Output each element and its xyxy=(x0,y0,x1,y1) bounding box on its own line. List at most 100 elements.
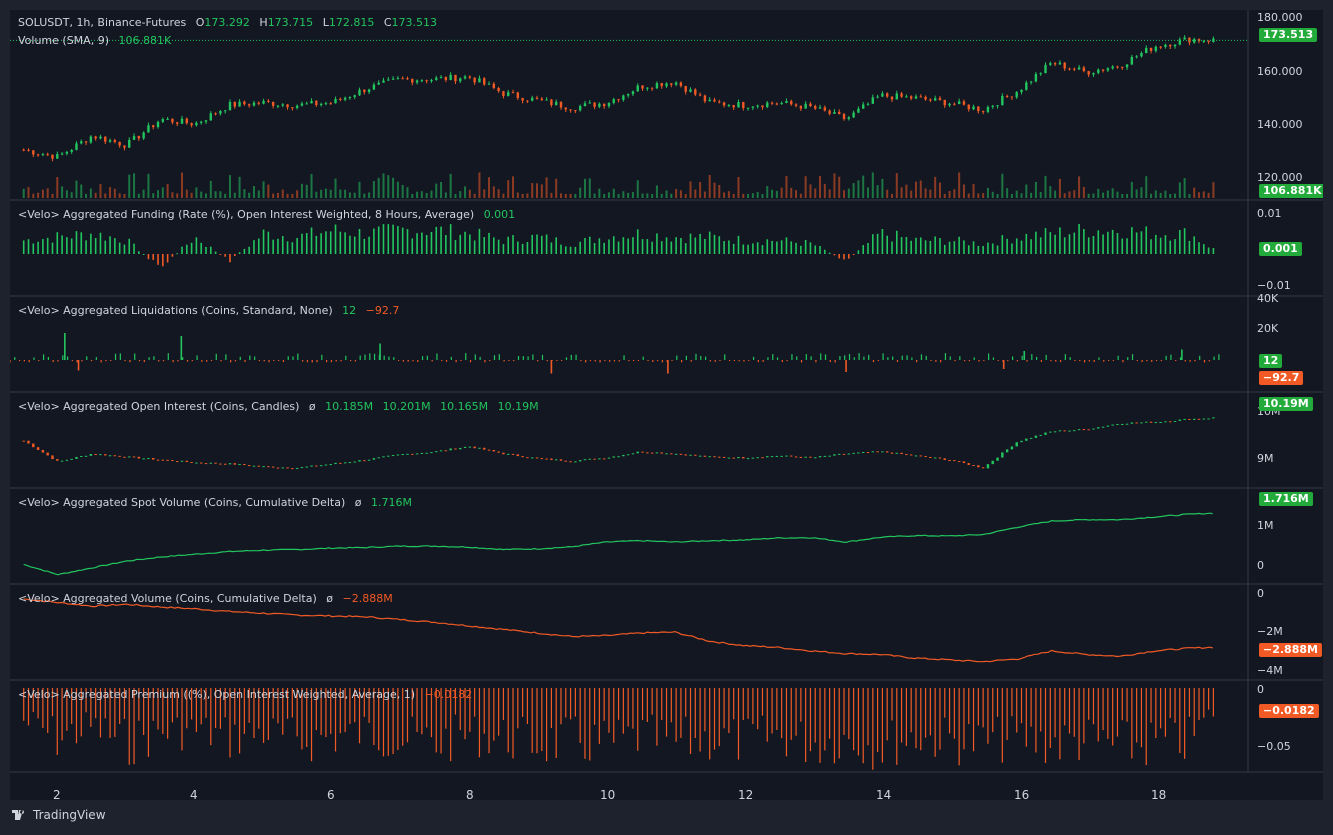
price-candle xyxy=(612,99,615,103)
liquidation-bar xyxy=(302,360,304,362)
funding-bar xyxy=(224,254,226,257)
volume-bar xyxy=(737,176,740,198)
open-interest-candle xyxy=(770,456,774,458)
liquidation-spike xyxy=(845,360,847,372)
liquidation-bar xyxy=(973,357,975,360)
volume-bar xyxy=(276,192,279,198)
funding-bar xyxy=(689,233,692,254)
premium-bar xyxy=(685,688,687,717)
premium-bar xyxy=(200,688,202,725)
price-candle xyxy=(305,103,308,105)
liquidation-bar xyxy=(968,360,971,362)
price-candle xyxy=(775,103,779,105)
volume-bar xyxy=(1188,193,1191,198)
volume-bar xyxy=(876,185,879,198)
liquidations-tick: 40K xyxy=(1257,292,1279,305)
liquidation-bar xyxy=(800,360,803,363)
ohlc-open: 173.292 xyxy=(204,16,250,29)
open-interest-candle xyxy=(578,460,582,462)
open-interest-candle xyxy=(977,465,980,468)
chart-frame[interactable]: SOLUSDT, 1h, Binance-Futures O173.292 H1… xyxy=(10,10,1323,800)
price-candle xyxy=(833,111,836,114)
funding-bar xyxy=(291,242,294,254)
price-candle xyxy=(766,102,769,108)
open-interest-candle xyxy=(387,455,390,457)
open-interest-candle xyxy=(358,460,361,462)
open-interest-candle xyxy=(1154,422,1158,424)
open-interest-candle xyxy=(818,456,822,458)
volume-bar xyxy=(137,193,140,198)
funding-bar xyxy=(737,235,740,254)
price-candle xyxy=(790,101,793,105)
premium-bar xyxy=(171,688,174,723)
price-candle xyxy=(703,95,707,102)
premium-bar xyxy=(795,688,797,736)
price-candle xyxy=(1178,39,1182,45)
volume-bar xyxy=(996,193,999,198)
funding-bar xyxy=(1150,239,1152,254)
premium-bar xyxy=(953,688,955,739)
funding-bar xyxy=(857,250,860,254)
liquidation-bar xyxy=(690,360,692,362)
liquidation-spike xyxy=(64,333,66,360)
liquidation-bar xyxy=(1122,360,1124,363)
premium-bar xyxy=(872,688,874,770)
funding-bar xyxy=(785,237,788,254)
open-interest-candle xyxy=(1053,431,1057,433)
liquidation-bar xyxy=(892,356,894,360)
funding-bar xyxy=(1203,244,1205,254)
liquidation-bar xyxy=(66,356,69,360)
volume-bar xyxy=(718,185,721,198)
price-candle xyxy=(142,132,145,139)
liquidation-bar xyxy=(863,356,865,360)
premium-bar xyxy=(71,688,73,724)
liquidation-bar xyxy=(911,357,913,360)
premium-bar xyxy=(608,688,610,733)
volume-bar xyxy=(252,186,255,198)
liquidation-bar xyxy=(1218,354,1220,360)
liquidation-bar xyxy=(239,356,241,360)
liquidation-bar xyxy=(1165,355,1167,360)
premium-bar xyxy=(128,688,130,765)
funding-bar xyxy=(684,243,687,254)
funding-bar xyxy=(80,232,83,254)
chart-canvas[interactable] xyxy=(10,10,1323,800)
volume-delta-legend: <Velo> Aggregated Volume (Coins, Cumulat… xyxy=(18,592,393,606)
liquidation-bar xyxy=(700,355,702,360)
price-candle xyxy=(1106,68,1110,71)
volume-bar xyxy=(627,192,630,198)
open-interest-candle xyxy=(51,455,54,460)
liquidation-bar xyxy=(354,360,356,362)
price-candle xyxy=(46,154,49,156)
ohlc-low: 172.815 xyxy=(328,16,375,29)
liquidation-bar xyxy=(1146,360,1148,362)
open-interest-candle xyxy=(1121,423,1124,425)
price-candle xyxy=(540,98,544,101)
premium-bar xyxy=(862,688,864,764)
spot-volume-value: 1.716M xyxy=(371,496,412,509)
funding-bar xyxy=(953,241,956,254)
premium-bar xyxy=(267,688,269,740)
liquidation-bar xyxy=(426,355,428,360)
premium-last-badge: −0.0182 xyxy=(1259,704,1319,718)
price-candle xyxy=(718,101,721,103)
price-candle xyxy=(684,85,687,92)
open-interest-candle xyxy=(118,455,121,457)
price-candle xyxy=(631,91,635,95)
price-candle xyxy=(895,93,898,100)
volume-bar xyxy=(382,173,385,198)
liquidation-bar xyxy=(920,354,923,360)
liquidation-bar xyxy=(42,354,45,360)
funding-bar xyxy=(876,233,879,254)
volume-bar xyxy=(99,184,102,198)
spot-volume-symbol: ø xyxy=(354,496,362,509)
volume-bar xyxy=(1106,190,1109,198)
premium-bar xyxy=(1102,688,1104,731)
volume-bar xyxy=(1025,184,1028,198)
liquidation-bar xyxy=(330,360,333,363)
liquidation-bar xyxy=(853,357,855,360)
tradingview-brand[interactable]: TradingView xyxy=(12,808,106,822)
x-tick-label: 10 xyxy=(600,788,616,800)
funding-bar xyxy=(1111,229,1114,254)
premium-bar xyxy=(1188,688,1191,717)
